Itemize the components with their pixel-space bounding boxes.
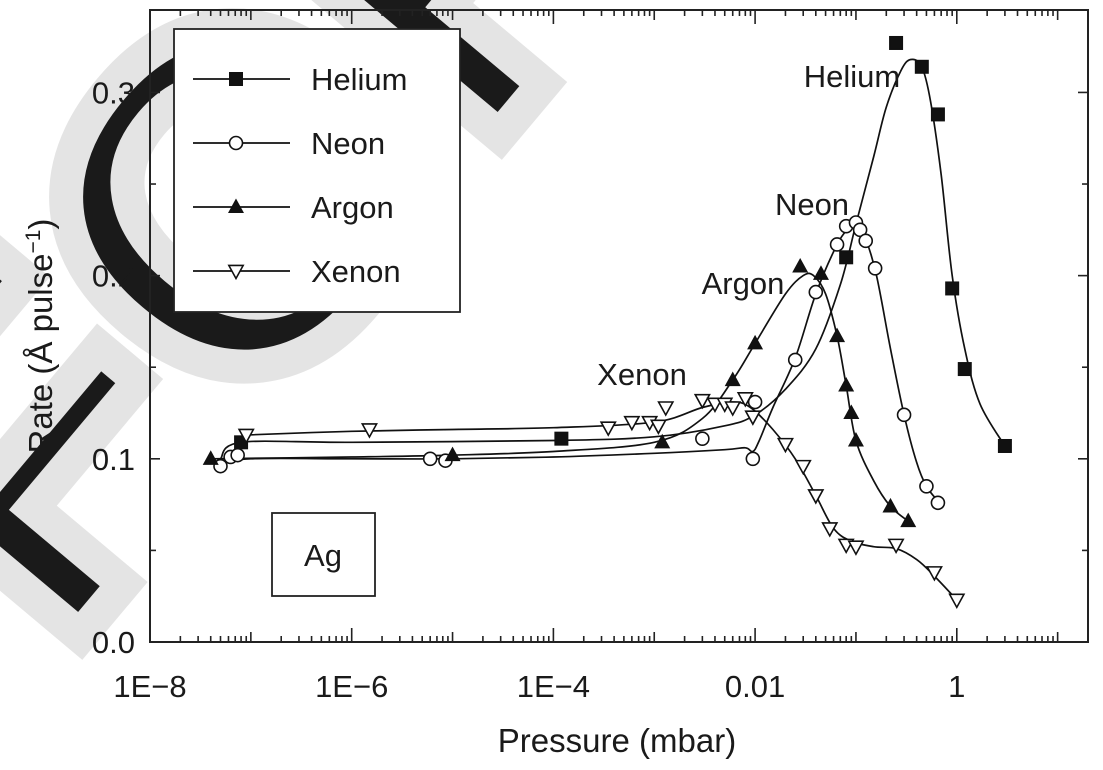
point-helium: [914, 59, 929, 74]
point-argon: [654, 433, 671, 449]
point-xenon: [693, 393, 711, 410]
point-argon: [843, 404, 860, 420]
point-helium: [839, 250, 854, 265]
point-helium: [889, 35, 904, 50]
point-argon: [724, 371, 741, 387]
sample-label: Ag: [304, 538, 342, 573]
point-neon: [896, 407, 912, 423]
y-axis-label: Rate (Å pulse−1): [22, 219, 59, 454]
x-tick-label: 1E−8: [113, 669, 186, 704]
point-argon: [747, 334, 764, 350]
point-xenon: [887, 538, 905, 555]
series-markers: [202, 35, 1012, 610]
legend-marker-argon: [228, 198, 244, 214]
point-helium: [957, 362, 972, 377]
legend: Helium Neon Argon Xenon: [173, 28, 461, 313]
point-xenon: [794, 459, 812, 476]
y-tick-label: 0.2: [92, 259, 135, 294]
point-helium: [930, 107, 945, 122]
point-xenon: [599, 421, 617, 437]
point-xenon: [948, 593, 966, 610]
point-neon: [829, 237, 845, 252]
point-neon: [787, 352, 803, 368]
legend-label-neon: Neon: [311, 126, 385, 161]
point-argon: [812, 265, 829, 280]
point-argon: [900, 512, 917, 528]
line-label-argon: Argon: [702, 266, 785, 301]
plot-frame: [149, 9, 1089, 643]
point-helium: [554, 431, 569, 446]
point-neon: [695, 431, 710, 446]
point-xenon: [847, 540, 865, 556]
point-argon: [202, 450, 219, 465]
y-tick-label: 0.0: [92, 625, 135, 660]
point-neon: [422, 451, 438, 467]
point-argon: [444, 446, 461, 462]
x-tick-label: 0.01: [725, 669, 785, 704]
point-argon: [838, 377, 855, 392]
legend-label-helium: Helium: [311, 62, 407, 97]
point-xenon: [807, 489, 825, 505]
sample-label-box: Ag: [271, 512, 376, 597]
legend-label-argon: Argon: [311, 190, 394, 225]
point-xenon: [237, 428, 255, 445]
legend-label-xenon: Xenon: [311, 254, 401, 289]
point-neon: [230, 447, 245, 463]
y-tick-label: 0.3: [92, 75, 135, 110]
x-axis-label: Pressure (mbar): [498, 722, 736, 759]
sample-box-frame: [271, 512, 376, 597]
point-neon: [930, 495, 946, 511]
point-neon: [867, 260, 883, 276]
point-xenon: [744, 410, 762, 426]
point-argon: [882, 497, 899, 513]
line-label-xenon: Xenon: [597, 357, 687, 392]
legend-box: [173, 28, 461, 313]
point-xenon: [736, 392, 754, 408]
x-tick-label: 1E−4: [517, 669, 590, 704]
series-line-labels: Helium Neon Argon Xenon: [597, 59, 900, 392]
axis-ticks: [149, 10, 1089, 643]
point-xenon: [925, 566, 943, 582]
legend-marker-helium: [229, 72, 243, 86]
point-neon: [858, 233, 874, 249]
line-label-neon: Neon: [775, 187, 849, 222]
legend-marker-neon: [228, 135, 244, 151]
point-helium: [997, 438, 1012, 453]
axis-tick-labels: 1E−8 1E−6 1E−4 0.01 1 0.0 0.1 0.2 0.3: [92, 75, 966, 704]
legend-marker-xenon: [227, 264, 245, 281]
point-argon: [792, 257, 809, 273]
point-xenon: [821, 522, 839, 538]
x-tick-label: 1: [948, 669, 965, 704]
y-tick-label: 0.1: [92, 442, 135, 477]
x-tick-label: 1E−6: [315, 669, 388, 704]
curve-neon: [220, 221, 939, 502]
point-neon: [919, 478, 934, 494]
point-neon: [747, 394, 763, 410]
point-argon: [829, 327, 846, 343]
point-xenon: [623, 415, 641, 432]
point-neon: [745, 451, 761, 467]
point-argon: [847, 431, 864, 447]
point-xenon: [776, 437, 794, 454]
point-helium: [945, 281, 960, 296]
point-xenon: [657, 401, 675, 417]
point-xenon: [724, 401, 742, 417]
line-label-helium: Helium: [804, 59, 900, 94]
point-neon: [808, 284, 824, 300]
point-xenon: [360, 423, 378, 439]
point-xenon: [649, 419, 667, 435]
